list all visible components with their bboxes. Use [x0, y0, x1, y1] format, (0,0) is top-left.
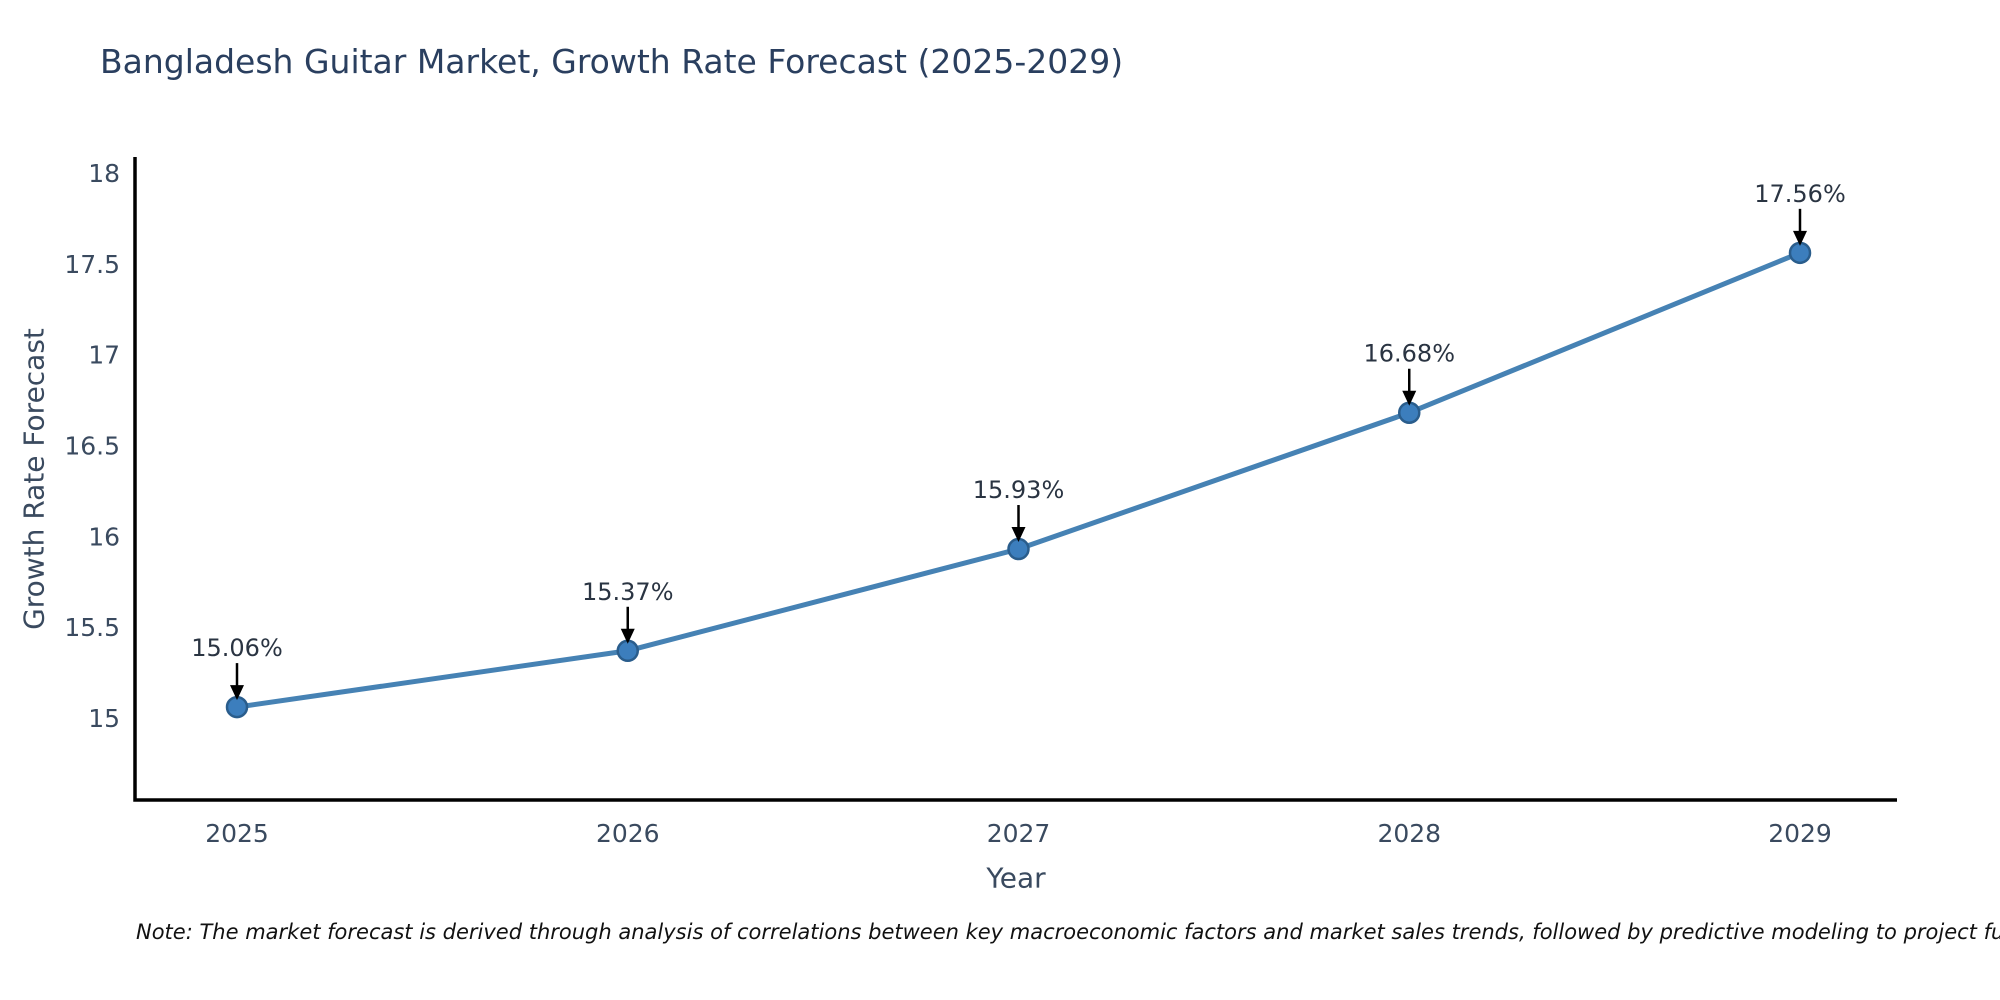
y-tick-label: 17.5	[64, 250, 120, 279]
x-tick-label: 2026	[596, 819, 660, 848]
annotation-arrow-head	[1402, 390, 1417, 406]
chart-title: Bangladesh Guitar Market, Growth Rate Fo…	[100, 42, 1124, 81]
axis-spines	[133, 157, 1897, 802]
footnote: Note: The market forecast is derived thr…	[136, 920, 2000, 944]
annotation-arrow-head	[1793, 230, 1807, 246]
y-tick-label: 16.5	[64, 431, 120, 460]
x-tick-label: 2025	[205, 819, 269, 848]
point-value-label: 15.93%	[973, 476, 1065, 504]
x-tick-label: 2029	[1768, 819, 1832, 848]
x-tick-label: 2028	[1377, 819, 1441, 848]
x-axis-title: Year	[986, 861, 1046, 895]
annotation-arrow-head	[230, 685, 244, 701]
annotation-arrow-head	[1011, 527, 1026, 543]
point-value-label: 16.68%	[1363, 340, 1455, 368]
x-tick-label: 2027	[987, 819, 1051, 848]
y-tick-label: 15.5	[64, 613, 120, 642]
point-value-label: 17.56%	[1754, 180, 1846, 208]
point-value-label: 15.06%	[191, 634, 283, 662]
y-tick-label: 15	[88, 704, 120, 733]
annotation-arrow-head	[620, 628, 635, 644]
y-tick-label: 18	[88, 159, 120, 188]
y-tick-label: 16	[88, 522, 120, 551]
point-value-label: 15.37%	[582, 578, 674, 606]
y-tick-label: 17	[88, 341, 120, 370]
